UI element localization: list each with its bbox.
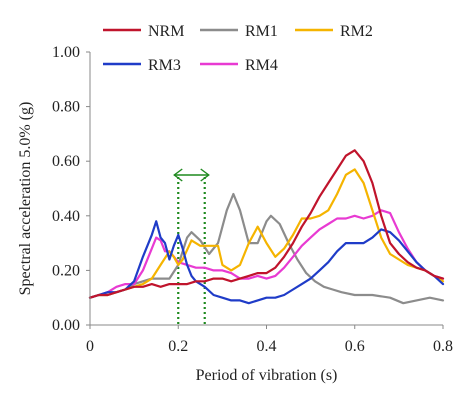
y-tick-label: 0.20 bbox=[52, 262, 80, 279]
y-tick-label: 0.60 bbox=[52, 153, 80, 170]
series-line-rm1 bbox=[88, 192, 445, 305]
series-line-rm3 bbox=[88, 220, 445, 305]
legend-label-rm1: RM1 bbox=[245, 23, 278, 40]
legend-label-nrm: NRM bbox=[148, 23, 184, 40]
series-line-nrm bbox=[88, 149, 445, 299]
period-range-annotation bbox=[173, 168, 210, 325]
legend: NRM RM1 RM2 RM3 RM4 bbox=[103, 23, 373, 74]
y-tick-label: 0.40 bbox=[52, 208, 80, 225]
y-axis-ticks: 0.00 0.20 0.40 0.60 0.80 1.00 bbox=[52, 44, 90, 334]
series-line-rm2 bbox=[88, 168, 445, 299]
y-tick-label: 1.00 bbox=[52, 44, 80, 61]
x-tick-label: 0.6 bbox=[345, 338, 365, 355]
x-axis-title: Period of vibration (s) bbox=[196, 367, 338, 384]
legend-label-rm4: RM4 bbox=[245, 57, 278, 74]
y-axis-title: Spectral acceleration 5.0% (g) bbox=[17, 102, 34, 296]
x-tick-label: 0.4 bbox=[257, 338, 277, 355]
x-tick-label: 0.2 bbox=[168, 338, 188, 355]
series-line-rm4 bbox=[88, 209, 445, 299]
legend-label-rm3: RM3 bbox=[148, 57, 181, 74]
legend-label-rm2: RM2 bbox=[340, 23, 373, 40]
range-arrow-left-head bbox=[173, 168, 183, 182]
x-tick-label: 0.8 bbox=[433, 338, 453, 355]
y-tick-label: 0.00 bbox=[52, 317, 80, 334]
x-tick-label: 0 bbox=[86, 338, 94, 355]
series-layer bbox=[88, 149, 445, 305]
x-axis-ticks: 0 0.2 0.4 0.6 0.8 bbox=[86, 325, 453, 355]
y-tick-label: 0.80 bbox=[52, 99, 80, 116]
range-arrow-right-head bbox=[200, 168, 210, 182]
